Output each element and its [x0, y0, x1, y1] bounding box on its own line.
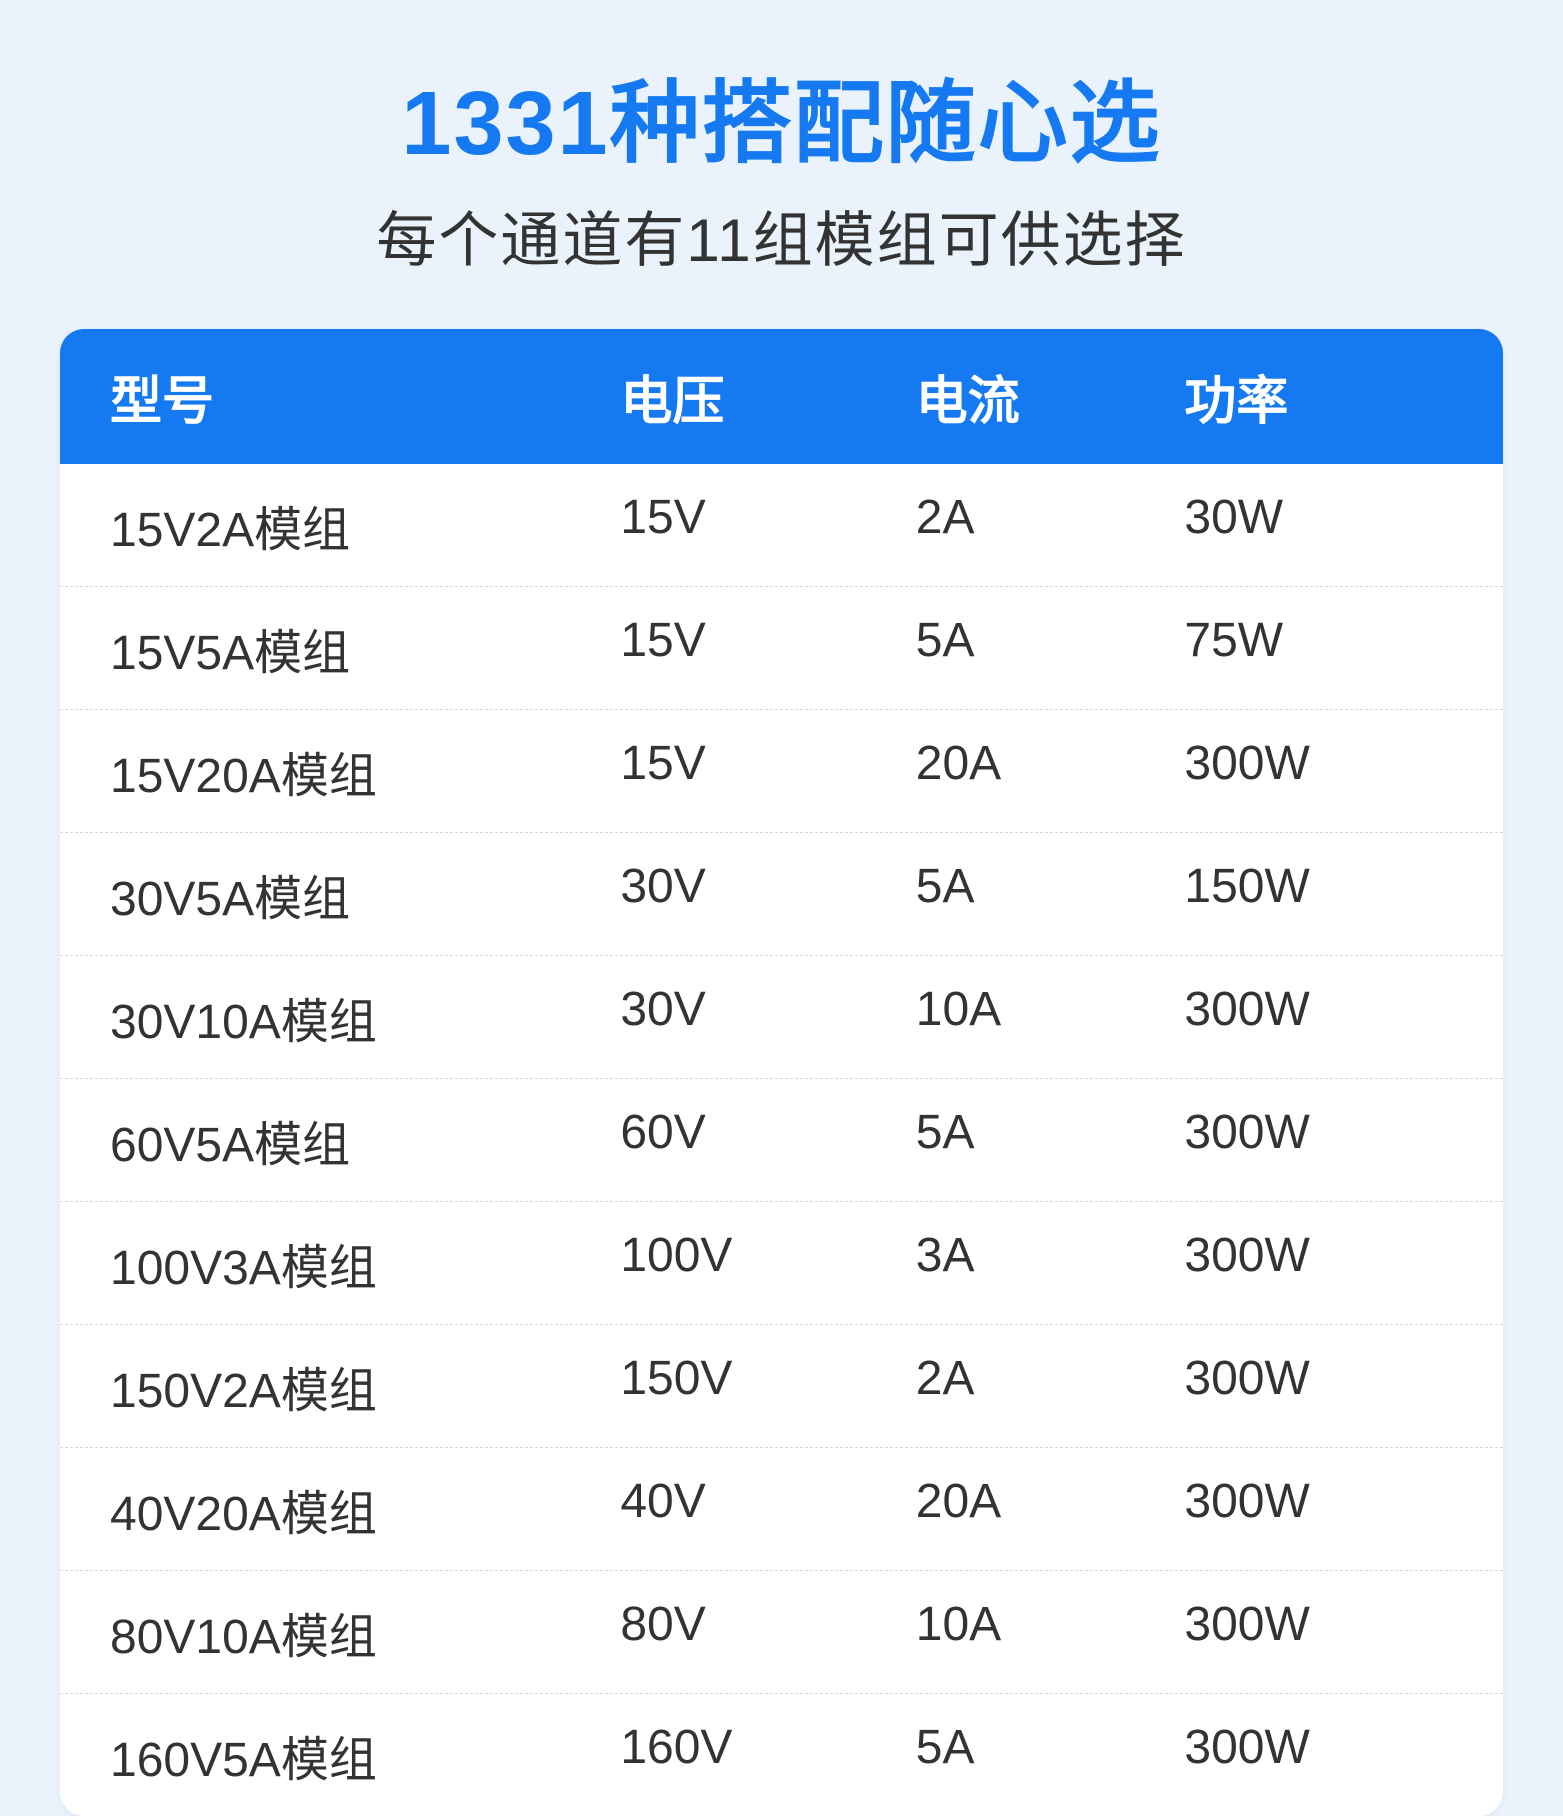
table-row: 80V10A模组80V10A300W: [60, 1571, 1503, 1694]
cell-power: 300W: [1184, 1351, 1453, 1421]
cell-voltage: 100V: [620, 1228, 915, 1298]
cell-model: 15V20A模组: [110, 736, 620, 806]
cell-power: 30W: [1184, 490, 1453, 560]
table-row: 15V20A模组15V20A300W: [60, 710, 1503, 833]
cell-model: 160V5A模组: [110, 1720, 620, 1790]
cell-model: 100V3A模组: [110, 1228, 620, 1298]
cell-current: 5A: [916, 859, 1185, 929]
cell-power: 150W: [1184, 859, 1453, 929]
cell-current: 5A: [916, 1105, 1185, 1175]
cell-model: 80V10A模组: [110, 1597, 620, 1667]
cell-current: 2A: [916, 1351, 1185, 1421]
cell-voltage: 30V: [620, 982, 915, 1052]
header-power: 功率: [1184, 359, 1453, 434]
cell-voltage: 40V: [620, 1474, 915, 1544]
table-row: 40V20A模组40V20A300W: [60, 1448, 1503, 1571]
cell-current: 10A: [916, 982, 1185, 1052]
table-row: 30V10A模组30V10A300W: [60, 956, 1503, 1079]
cell-model: 15V2A模组: [110, 490, 620, 560]
cell-voltage: 60V: [620, 1105, 915, 1175]
cell-voltage: 160V: [620, 1720, 915, 1790]
cell-model: 15V5A模组: [110, 613, 620, 683]
cell-voltage: 30V: [620, 859, 915, 929]
table-row: 150V2A模组150V2A300W: [60, 1325, 1503, 1448]
cell-power: 300W: [1184, 1720, 1453, 1790]
table-body: 15V2A模组15V2A30W15V5A模组15V5A75W15V20A模组15…: [60, 464, 1503, 1816]
cell-current: 20A: [916, 736, 1185, 806]
header-model: 型号: [110, 359, 620, 434]
table-row: 100V3A模组100V3A300W: [60, 1202, 1503, 1325]
cell-power: 300W: [1184, 736, 1453, 806]
page-title: 1331种搭配随心选: [60, 50, 1503, 180]
cell-power: 300W: [1184, 1228, 1453, 1298]
cell-voltage: 15V: [620, 490, 915, 560]
cell-power: 300W: [1184, 982, 1453, 1052]
cell-power: 300W: [1184, 1474, 1453, 1544]
table-row: 15V2A模组15V2A30W: [60, 464, 1503, 587]
table-row: 60V5A模组60V5A300W: [60, 1079, 1503, 1202]
cell-power: 75W: [1184, 613, 1453, 683]
cell-voltage: 15V: [620, 613, 915, 683]
cell-current: 3A: [916, 1228, 1185, 1298]
table-row: 30V5A模组30V5A150W: [60, 833, 1503, 956]
cell-current: 5A: [916, 613, 1185, 683]
cell-current: 20A: [916, 1474, 1185, 1544]
cell-model: 30V5A模组: [110, 859, 620, 929]
header-current: 电流: [916, 359, 1185, 434]
cell-power: 300W: [1184, 1105, 1453, 1175]
header-voltage: 电压: [620, 359, 915, 434]
table-header-row: 型号 电压 电流 功率: [60, 329, 1503, 464]
cell-model: 150V2A模组: [110, 1351, 620, 1421]
cell-current: 2A: [916, 490, 1185, 560]
spec-table: 型号 电压 电流 功率 15V2A模组15V2A30W15V5A模组15V5A7…: [60, 329, 1503, 1816]
cell-voltage: 15V: [620, 736, 915, 806]
cell-model: 40V20A模组: [110, 1474, 620, 1544]
cell-current: 5A: [916, 1720, 1185, 1790]
cell-power: 300W: [1184, 1597, 1453, 1667]
cell-voltage: 80V: [620, 1597, 915, 1667]
cell-model: 60V5A模组: [110, 1105, 620, 1175]
cell-model: 30V10A模组: [110, 982, 620, 1052]
cell-voltage: 150V: [620, 1351, 915, 1421]
page-subtitle: 每个通道有11组模组可供选择: [60, 192, 1503, 279]
table-row: 160V5A模组160V5A300W: [60, 1694, 1503, 1816]
cell-current: 10A: [916, 1597, 1185, 1667]
table-row: 15V5A模组15V5A75W: [60, 587, 1503, 710]
